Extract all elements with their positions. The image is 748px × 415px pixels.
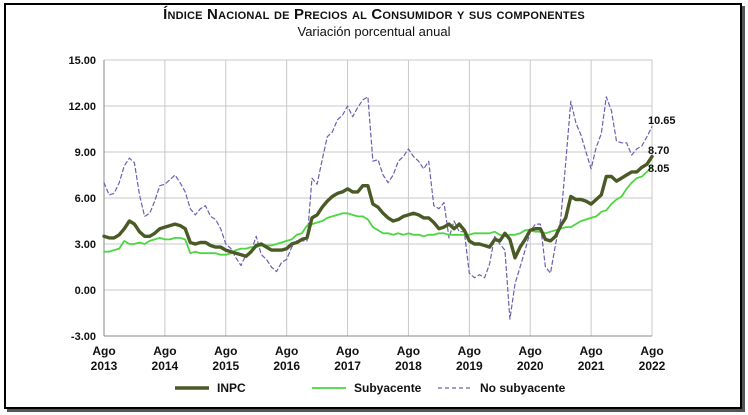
x-tick-label: 2013 [91, 359, 118, 373]
y-tick-label: 3.00 [75, 239, 96, 251]
x-tick-label: 2014 [152, 359, 179, 373]
y-tick-label: 6.00 [75, 193, 96, 205]
chart-title-text: Índice Nacional de Precios al Consumidor… [163, 6, 585, 23]
x-tick-label: 2021 [578, 359, 605, 373]
x-tick-label: 2020 [517, 359, 544, 373]
x-tick-label: Ago [214, 344, 237, 358]
gridlines [103, 59, 653, 337]
y-tick-label: -3.00 [71, 331, 96, 343]
x-tick-label: Ago [519, 344, 542, 358]
series-line-subyacente [103, 165, 653, 256]
series-line-inpc [102, 154, 654, 260]
end-label-no-subyacente: 10.65 [648, 115, 676, 127]
x-axis: Ago2013Ago2014Ago2015Ago2016Ago2017Ago20… [91, 344, 666, 373]
x-tick-label: Ago [640, 344, 663, 358]
y-axis: 15.00 12.00 9.00 6.00 3.00 0.00 -3.00 [68, 55, 96, 343]
legend: INPC Subyacente No subyacente [175, 381, 566, 395]
x-tick-label: Ago [397, 344, 420, 358]
y-tick-label: 12.00 [68, 101, 96, 113]
x-tick-label: 2018 [395, 359, 422, 373]
x-tick-label: Ago [92, 344, 115, 358]
chart-subtitle: Variación porcentual anual [297, 24, 451, 39]
series-line-no-subyacente [103, 96, 653, 320]
x-tick-label: Ago [153, 344, 176, 358]
y-tick-label: 0.00 [75, 285, 96, 297]
x-tick-label: 2017 [334, 359, 361, 373]
legend-label-subyacente: Subyacente [354, 381, 422, 395]
end-value-labels: 10.65 8.70 8.05 [648, 115, 676, 175]
chart-title: Índice Nacional de Precios al Consumidor… [0, 6, 748, 23]
series-lines [102, 96, 654, 320]
y-tick-label: 9.00 [75, 147, 96, 159]
legend-label-inpc: INPC [217, 381, 246, 395]
x-tick-label: 2019 [456, 359, 483, 373]
x-tick-label: 2015 [212, 359, 239, 373]
x-tick-label: Ago [336, 344, 359, 358]
x-tick-label: Ago [579, 344, 602, 358]
x-tick-label: 2022 [639, 359, 666, 373]
x-tick-label: 2016 [273, 359, 300, 373]
end-label-inpc: 8.70 [648, 145, 669, 157]
y-tick-label: 15.00 [68, 55, 96, 67]
x-tick-label: Ago [458, 344, 481, 358]
x-tick-label: Ago [275, 344, 298, 358]
end-label-subyacente: 8.05 [648, 163, 669, 175]
legend-label-no-subyacente: No subyacente [480, 381, 566, 395]
